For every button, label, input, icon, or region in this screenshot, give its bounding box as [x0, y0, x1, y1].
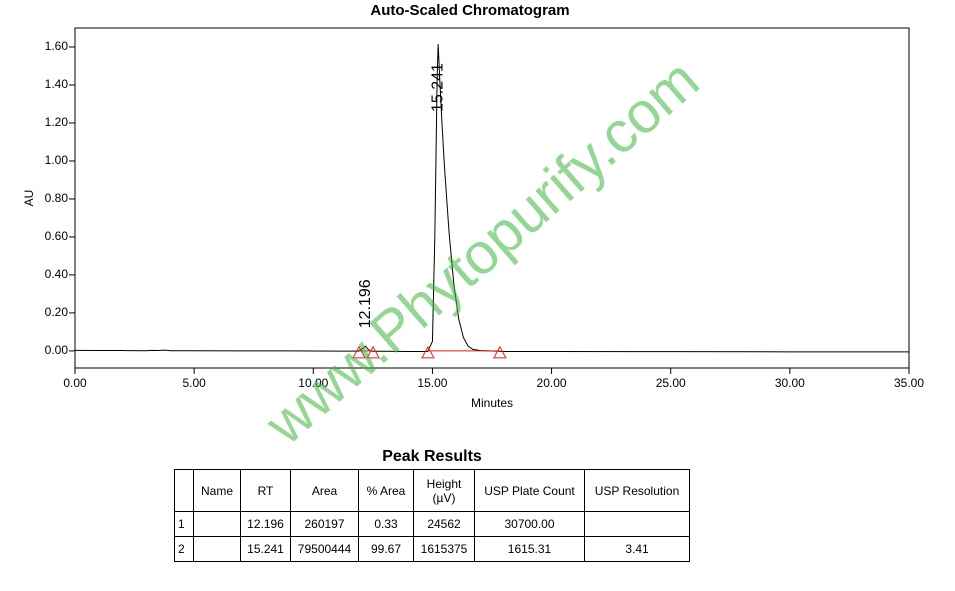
chart: Auto-Scaled Chromatogram Minutes AU 0.00…: [22, 2, 924, 410]
y-tick-label: 1.00: [45, 153, 69, 167]
chromatogram-line: [74, 44, 909, 353]
table-cell: [584, 511, 690, 537]
peak-label: 15.241: [429, 63, 446, 112]
integration-mark: [352, 345, 366, 359]
table-row: 1 12.196 260197 0.33 24562 30700.00: [174, 511, 690, 537]
table-cell: 260197: [290, 511, 359, 537]
table-cell: 0.33: [358, 511, 414, 537]
y-tick-label: 0.80: [45, 191, 69, 205]
x-tick-label: 5.00: [182, 376, 206, 390]
x-tick-label: 0.00: [63, 376, 87, 390]
column-header: Name: [193, 469, 241, 512]
table-cell: 1615375: [413, 536, 475, 562]
table-cell: 15.241: [240, 536, 291, 562]
integration-mark: [366, 345, 380, 359]
x-tick-label: 15.00: [417, 376, 447, 390]
y-tick-label: 0.00: [45, 343, 69, 357]
x-tick-label: 20.00: [537, 376, 567, 390]
plot-frame: [74, 27, 910, 369]
y-tick-label: 1.60: [45, 39, 69, 53]
chart-title: Auto-Scaled Chromatogram: [370, 2, 569, 19]
table-cell: [193, 511, 241, 537]
table-title: Peak Results: [382, 448, 482, 465]
y-tick-label: 0.60: [45, 229, 69, 243]
table-cell: 12.196: [240, 511, 291, 537]
table-cell: 99.67: [358, 536, 414, 562]
column-header: USP Resolution: [584, 469, 690, 512]
table-cell: 24562: [413, 511, 475, 537]
table-cell: 30700.00: [474, 511, 585, 537]
y-tick-label: 1.20: [45, 115, 69, 129]
peak-table: Name RT Area% Area Height (µV) USP Plate Cou…: [174, 469, 690, 562]
y-tick-label: 0.20: [45, 305, 69, 319]
table-cell: 2: [174, 536, 194, 562]
table-cell: 79500444: [290, 536, 359, 562]
table-row: 2 15.241 79500444 99.67 1615375 1615.31 3.41: [174, 536, 690, 562]
column-header: [174, 469, 194, 512]
column-header: % Area: [358, 469, 414, 512]
peak-label: 12.196: [357, 279, 374, 328]
y-axis-label: AU: [22, 190, 36, 207]
x-tick-label: 30.00: [775, 376, 805, 390]
x-tick-label: 25.00: [656, 376, 686, 390]
x-tick-label: 10.00: [298, 376, 328, 390]
table-cell: 1615.31: [474, 536, 585, 562]
table-cell: [193, 536, 241, 562]
column-header: Area: [290, 469, 359, 512]
integration-mark: [421, 345, 435, 359]
x-tick-label: 35.00: [894, 376, 924, 390]
table-cell: 1: [174, 511, 194, 537]
x-axis-label: Minutes: [471, 396, 513, 410]
integration-mark: [493, 345, 507, 359]
column-header: Height (µV): [413, 469, 475, 512]
y-tick-label: 0.40: [45, 267, 69, 281]
y-tick-label: 1.40: [45, 77, 69, 91]
table-cell: 3.41: [584, 536, 690, 562]
header-row: Name RT Area% Area Height (µV) USP Plate Cou…: [174, 469, 690, 512]
column-header: RT: [240, 469, 291, 512]
column-header: USP Plate Count: [474, 469, 585, 512]
